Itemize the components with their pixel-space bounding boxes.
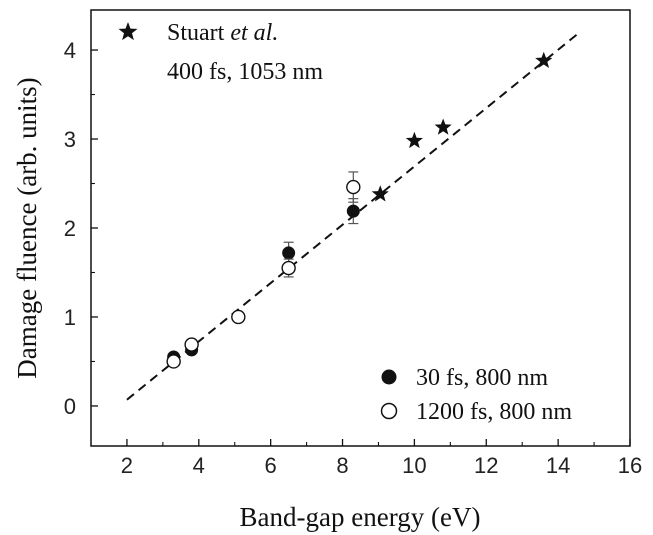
x-axis-label: Band-gap energy (eV): [240, 502, 481, 532]
data-point-star: [535, 51, 553, 68]
legend-stuart-params: 400 fs, 1053 nm: [167, 59, 323, 85]
x-tick-label: 14: [546, 453, 570, 478]
data-points-layer: [166, 51, 553, 369]
legend-stuart-etal: et al.: [230, 20, 278, 46]
y-tick-label: 0: [64, 394, 76, 419]
data-point-star: [405, 131, 423, 149]
legend-stuart-title: Stuart et al.: [167, 20, 278, 46]
data-point-open: [166, 354, 181, 369]
data-point-open: [184, 337, 199, 352]
y-tick-label: 1: [64, 305, 76, 330]
x-tick-label: 2: [121, 453, 133, 478]
data-point-star: [371, 185, 389, 202]
data-point-open: [346, 179, 361, 195]
x-tick-label: 12: [474, 453, 498, 478]
data-point-open: [281, 260, 296, 276]
y-tick-label: 3: [64, 127, 76, 152]
legend-open-marker: [380, 402, 398, 420]
data-point-open: [231, 309, 246, 325]
x-tick-label: 10: [402, 453, 426, 478]
y-tick-label: 2: [64, 216, 76, 241]
legend-bottom: 30 fs, 800 nm 1200 fs, 800 nm: [380, 365, 572, 425]
legend-star-marker: [118, 22, 138, 41]
x-tick-label: 8: [336, 453, 348, 478]
y-tick-label: 4: [64, 38, 76, 63]
legend-filled-label: 30 fs, 800 nm: [416, 365, 548, 391]
x-tick-label: 4: [193, 453, 205, 478]
legend-stuart-name: Stuart: [167, 20, 230, 46]
data-point-star: [434, 118, 452, 135]
legend-open-label: 1200 fs, 800 nm: [416, 399, 572, 425]
data-point-filled: [282, 246, 296, 260]
legend-stuart: Stuart et al. 400 fs, 1053 nm: [118, 20, 323, 85]
x-tick-label: 6: [265, 453, 277, 478]
legend-filled-marker: [381, 369, 397, 385]
data-point-filled: [346, 204, 360, 218]
y-axis-label: Damage fluence (arb. units): [12, 77, 42, 378]
x-tick-label: 16: [618, 453, 642, 478]
